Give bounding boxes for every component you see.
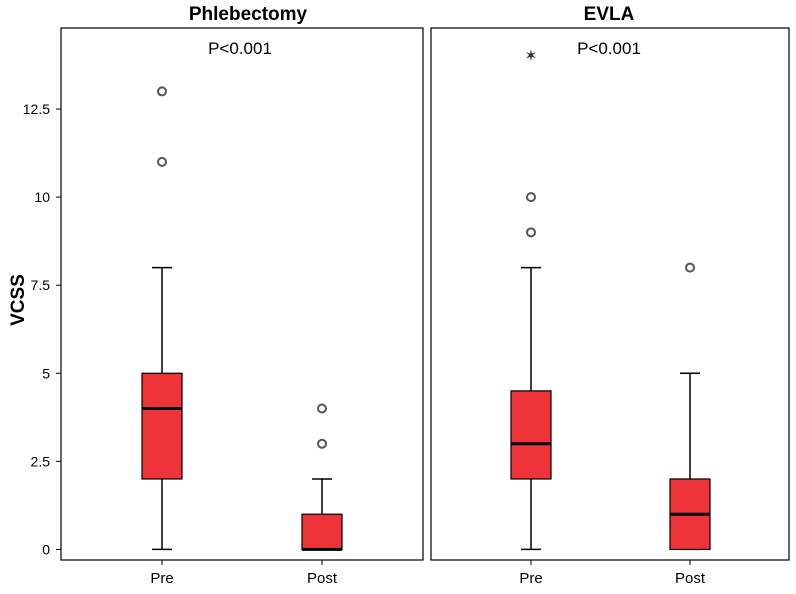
box-group-post: Post	[301, 403, 343, 587]
y-tick-label: 12.5	[23, 101, 50, 117]
y-tick-label: 5	[42, 365, 50, 381]
y-tick-label: 7.5	[31, 277, 51, 293]
x-tick-label: Pre	[519, 570, 542, 587]
panel-frame	[60, 27, 424, 561]
outlier-point	[685, 262, 695, 273]
panel-title: EVLA	[584, 4, 635, 25]
outlier-point	[157, 86, 167, 97]
y-tick-label: 0	[42, 541, 50, 557]
extreme-point: ✶	[524, 48, 537, 65]
box-group-pre: ✶ Pre	[510, 48, 552, 587]
panel-title: Phlebectomy	[189, 4, 308, 25]
panel-frame	[430, 27, 790, 561]
box-group-post: Post	[669, 262, 711, 587]
outlier-point	[317, 403, 327, 414]
x-tick-label: Post	[307, 570, 338, 587]
p-value-annotation: P<0.001	[208, 39, 272, 58]
panel-evla: EVLA P<0.001 ✶ Pre Post	[430, 4, 790, 587]
box-group-pre: Pre	[141, 86, 183, 587]
y-tick-label: 10	[34, 189, 50, 205]
outlier-point	[526, 227, 536, 238]
outlier-point	[526, 192, 536, 203]
x-tick-label: Pre	[150, 570, 173, 587]
outlier-point	[157, 156, 167, 167]
x-tick-label: Post	[675, 570, 706, 587]
box	[301, 513, 343, 551]
panel-phlebectomy: Phlebectomy P<0.001 Pre Post	[60, 4, 424, 587]
box	[510, 390, 552, 480]
box	[141, 372, 183, 480]
y-axis-label: VCSS	[8, 274, 29, 326]
y-tick-label: 2.5	[31, 453, 51, 469]
outlier-point	[317, 438, 327, 449]
y-axis: 0 2.5 5 7.5 10 12.5	[23, 28, 61, 560]
p-value-annotation: P<0.001	[577, 39, 641, 58]
